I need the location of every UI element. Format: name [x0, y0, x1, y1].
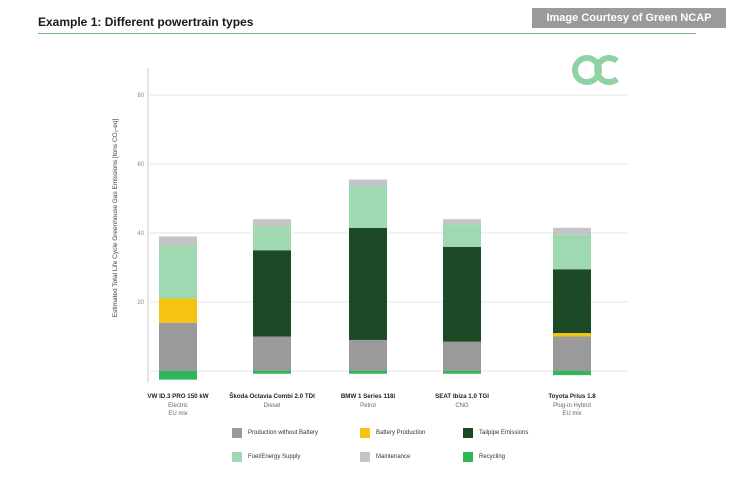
legend-swatch	[463, 452, 473, 462]
x-tick-label: SEAT Ibiza 1.0 TGI	[435, 393, 489, 400]
bar-segment	[253, 219, 291, 227]
axis-labels: 20 40 60 80 VW ID.3 PRO 150 kW Electric EU mix…	[137, 93, 596, 417]
bar-segment	[253, 226, 291, 251]
x-tick-label: Plug-in Hybrid	[553, 403, 591, 409]
bar-segment	[253, 371, 291, 374]
slide-title: Example 1: Different powertrain types	[38, 15, 254, 29]
x-tick-label: BMW 1 Series 118i	[341, 393, 396, 400]
legend-item: Production without Battery	[232, 428, 318, 438]
legend-label: Battery Production	[376, 430, 426, 436]
legend-swatch	[232, 428, 242, 438]
bar-segment	[159, 236, 197, 246]
x-tick-label: EU mix	[562, 411, 581, 417]
legend-label: Fuel/Energy Supply	[248, 454, 301, 460]
y-tick-label: 20	[137, 300, 144, 306]
bar-segment	[443, 341, 481, 371]
x-tick-label: Diesel	[264, 403, 281, 409]
bar-segment	[159, 322, 197, 371]
bar-segment	[349, 179, 387, 187]
legend-item: Battery Production	[360, 428, 425, 438]
y-axis-title: Estimated Total Life Cycle Greenhouse Ga…	[112, 119, 119, 318]
bar-segment	[349, 339, 387, 371]
legend-item: Fuel/Energy Supply	[232, 452, 300, 462]
legend-label: Maintenance	[376, 454, 411, 460]
bar-segment	[553, 227, 591, 235]
y-tick-label: 40	[137, 231, 144, 237]
x-tick-label: Toyota Prius 1.8	[548, 393, 596, 400]
legend-swatch	[360, 428, 370, 438]
bar-segment	[159, 245, 197, 299]
bar-segment	[349, 186, 387, 228]
title-divider	[38, 33, 696, 34]
x-tick-label: CNG	[455, 403, 469, 409]
bar-segment	[443, 246, 481, 342]
bar-segment	[159, 298, 197, 323]
x-tick-label: EU mix	[168, 411, 187, 417]
bar-segment	[553, 336, 591, 371]
x-tick-label: Electric	[168, 403, 188, 409]
legend-swatch	[463, 428, 473, 438]
bar-segment	[349, 227, 387, 340]
grid-lines	[150, 94, 628, 372]
bar-segment	[349, 371, 387, 374]
image-courtesy-badge: Image Courtesy of Green NCAP	[532, 8, 726, 28]
legend-item: Recycling	[463, 452, 505, 462]
x-tick-label: VW ID.3 PRO 150 kW	[147, 393, 208, 400]
bar-segment	[553, 234, 591, 270]
y-tick-label: 80	[137, 93, 144, 99]
bar-segment	[443, 219, 481, 225]
bar-segment	[553, 269, 591, 334]
legend-item: Maintenance	[360, 452, 410, 462]
bar-segment	[553, 333, 591, 337]
bar-segment	[253, 336, 291, 371]
legend-swatch	[232, 452, 242, 462]
legend-label: Tailpipe Emissions	[479, 430, 529, 436]
x-tick-label: Petrol	[360, 403, 376, 409]
chart-legend: Production without Battery Battery Produc…	[232, 428, 562, 468]
legend-label: Production without Battery	[248, 430, 319, 436]
legend-label: Recycling	[479, 454, 506, 460]
legend-item: Tailpipe Emissions	[463, 428, 528, 438]
bar-segment	[443, 224, 481, 247]
x-tick-label: Škoda Octavia Combi 2.0 TDI	[229, 392, 315, 400]
y-tick-label: 60	[137, 162, 144, 168]
bar-segment	[443, 371, 481, 374]
bar-segment	[253, 250, 291, 337]
bar-segment	[553, 371, 591, 376]
legend-swatch	[360, 452, 370, 462]
green-ncap-logo-icon	[572, 55, 619, 85]
bars	[159, 179, 591, 380]
bar-segment	[159, 371, 197, 380]
